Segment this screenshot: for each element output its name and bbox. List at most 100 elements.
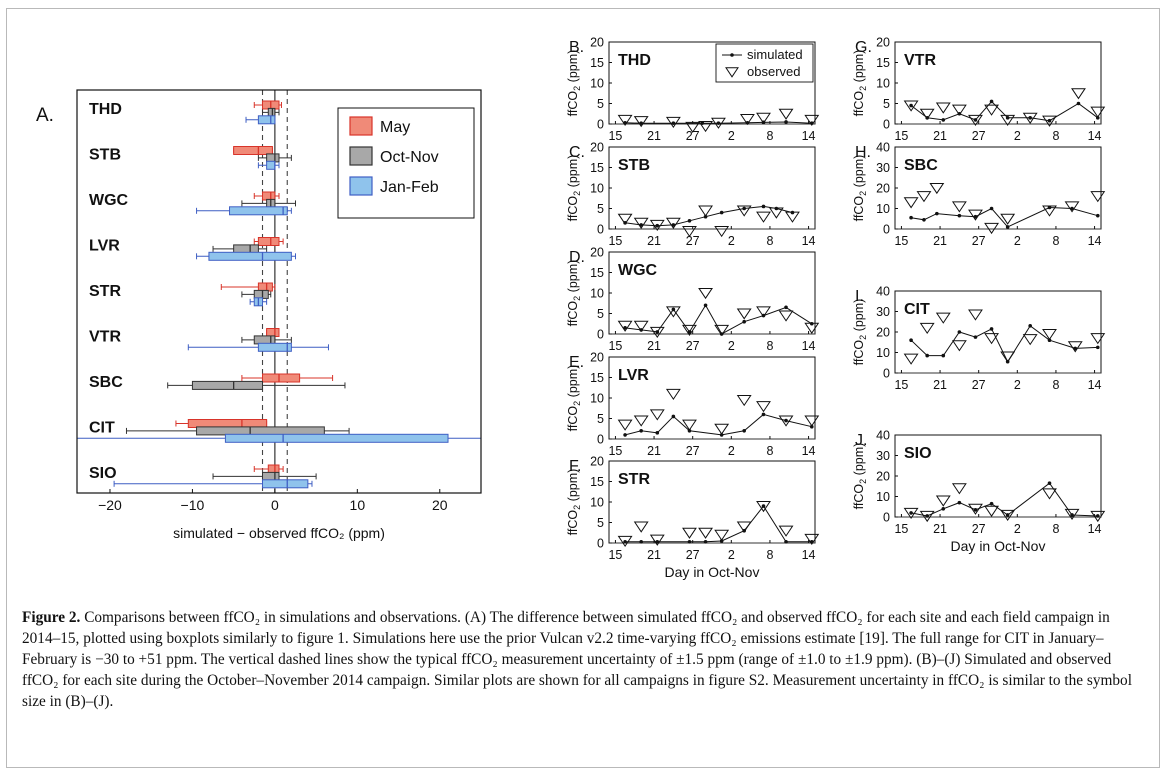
y-tick-label: 15 bbox=[590, 266, 604, 280]
y-tick-label: 5 bbox=[883, 97, 890, 111]
x-tick-label: 2 bbox=[728, 234, 735, 248]
y-tick-label: 15 bbox=[590, 371, 604, 385]
x-tick-label: 8 bbox=[766, 444, 773, 458]
panel-thd: 0 5 10 15 20 15 21 27 2 8 14 B. THD ffCO2 (ppm) simula… bbox=[566, 36, 820, 143]
observed-point bbox=[968, 503, 983, 515]
x-tick-label: 27 bbox=[686, 548, 700, 562]
x-tick-label: 15 bbox=[894, 522, 908, 536]
y-tick-label: 0 bbox=[597, 118, 604, 132]
observed-point bbox=[633, 217, 649, 229]
y-tick-label: 10 bbox=[590, 287, 604, 301]
observed-point bbox=[649, 219, 665, 232]
site-title-sio: SIO bbox=[904, 445, 932, 462]
x-tick-label: 27 bbox=[972, 522, 986, 536]
box-lvr-oct-nov bbox=[212, 244, 268, 254]
box bbox=[266, 160, 276, 170]
box bbox=[257, 342, 292, 352]
x-tick-label: 14 bbox=[802, 548, 816, 562]
observed-point bbox=[1042, 488, 1057, 500]
simulated-point bbox=[909, 103, 913, 108]
observed-point bbox=[919, 322, 935, 335]
x-tick-label: 2 bbox=[1014, 129, 1021, 143]
observed-point bbox=[698, 527, 713, 539]
x-tick-label: 21 bbox=[933, 378, 947, 392]
simulated-point bbox=[909, 338, 913, 343]
observed-point bbox=[785, 211, 800, 223]
simulated-point bbox=[742, 319, 746, 324]
y-tick-label: 5 bbox=[597, 307, 604, 321]
y-tick-label: 20 bbox=[876, 470, 890, 484]
panel-stb: 0 5 10 15 20 15 21 27 2 8 14 C. STB ffCO2 (ppm) bbox=[566, 141, 816, 249]
observed-point bbox=[665, 217, 681, 229]
simulated-point bbox=[784, 418, 788, 423]
observed-point bbox=[649, 534, 665, 546]
observed-point bbox=[778, 415, 794, 427]
panel-label-wgc: D. bbox=[569, 249, 585, 266]
x-tick-label: 15 bbox=[608, 548, 622, 562]
simulated-point bbox=[909, 215, 913, 220]
observed-point bbox=[633, 116, 649, 128]
legend-entry-simulated: simulated bbox=[747, 47, 803, 62]
y-label-wgc: ffCO2 (ppm) bbox=[566, 260, 582, 327]
observed-point bbox=[756, 306, 771, 318]
y-tick-label: 10 bbox=[876, 346, 890, 360]
x-tick-label: 21 bbox=[647, 548, 661, 562]
observed-point bbox=[617, 213, 633, 225]
box bbox=[262, 191, 276, 201]
box bbox=[196, 426, 325, 436]
observed-point bbox=[778, 310, 794, 322]
box-thd-may bbox=[253, 100, 282, 110]
x-tick-label: 2 bbox=[728, 444, 735, 458]
legend-swatch bbox=[349, 176, 373, 196]
simulated-point bbox=[922, 217, 926, 222]
box bbox=[257, 115, 276, 125]
box-cit-may bbox=[175, 419, 268, 428]
simulated-point bbox=[784, 539, 788, 544]
box-sio-may bbox=[253, 464, 284, 474]
observed-point bbox=[698, 205, 713, 217]
y-tick-label: 20 bbox=[590, 141, 604, 155]
y-tick-label: 10 bbox=[590, 496, 604, 510]
observed-point bbox=[714, 423, 730, 435]
observed-point bbox=[756, 401, 771, 413]
y-tick-label: 5 bbox=[597, 412, 604, 426]
y-tick-label: 10 bbox=[590, 392, 604, 406]
observed-point bbox=[1042, 329, 1057, 341]
site-label-str: STR bbox=[89, 283, 121, 300]
x-tick-label: 8 bbox=[766, 234, 773, 248]
observed-point bbox=[633, 521, 649, 533]
x-tick-label: 21 bbox=[647, 129, 661, 143]
observed-point bbox=[736, 395, 752, 407]
site-label-stb: STB bbox=[89, 147, 121, 164]
x-tick-label: 8 bbox=[766, 129, 773, 143]
panel-str: 0 5 10 15 20 15 21 27 2 8 14 F. STR ffCO2 (ppm) Day in… bbox=[566, 455, 820, 580]
x-tick-label: 8 bbox=[1052, 378, 1059, 392]
x-tick-label: 27 bbox=[972, 378, 986, 392]
box-cit-oct-nov bbox=[125, 426, 350, 436]
legend-marker-observed bbox=[725, 67, 739, 78]
observed-point bbox=[935, 495, 951, 507]
box bbox=[262, 373, 301, 383]
y-label-cit: ffCO2 (ppm) bbox=[852, 299, 868, 366]
simulated-point bbox=[1095, 116, 1100, 120]
simulated-point bbox=[1028, 324, 1032, 328]
simulated-point bbox=[925, 353, 929, 358]
panel-sbc: 0 10 20 30 40 15 21 27 2 8 14 H. SBC ffCO2 (ppm) bbox=[852, 141, 1106, 248]
panel-label-sbc: H. bbox=[855, 144, 871, 161]
box-lvr-jan-feb bbox=[196, 251, 296, 261]
simulated-point bbox=[957, 330, 962, 334]
y-tick-label: 15 bbox=[590, 56, 604, 70]
observed-point bbox=[778, 108, 794, 120]
panel-label-stb: C. bbox=[569, 144, 585, 161]
box-cit-jan-feb bbox=[77, 433, 481, 443]
simulated-point bbox=[1047, 118, 1052, 123]
simulated-point bbox=[784, 305, 788, 310]
x-tick-label: 27 bbox=[686, 234, 700, 248]
legend-swatch bbox=[349, 116, 373, 136]
simulated-point bbox=[742, 429, 746, 433]
simulated-point bbox=[973, 118, 978, 122]
x-tick-label: 14 bbox=[1088, 129, 1102, 143]
observed-point bbox=[617, 535, 633, 548]
observed-point bbox=[617, 114, 633, 127]
